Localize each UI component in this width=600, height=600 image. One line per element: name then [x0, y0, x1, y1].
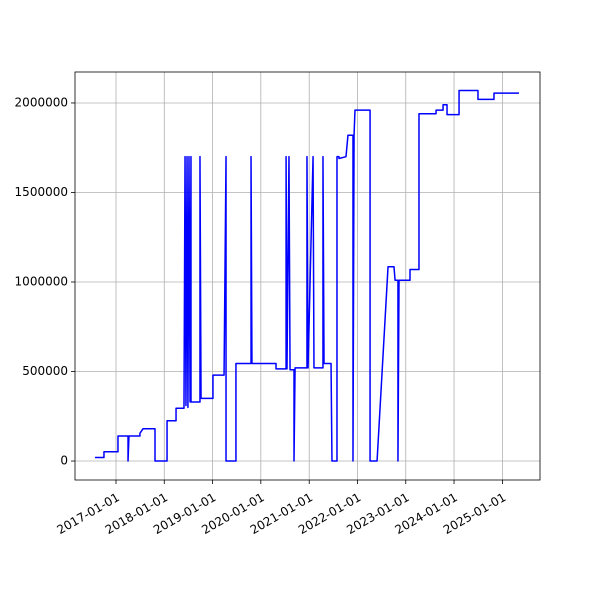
y-tick-label: 0 [60, 454, 68, 468]
y-tick-label: 1000000 [15, 274, 68, 288]
y-tick-label: 500000 [22, 364, 68, 378]
data-line [94, 89, 519, 462]
plot-frame [74, 71, 541, 481]
y-tick-label: 1500000 [15, 185, 68, 199]
y-tick-label: 2000000 [15, 95, 68, 109]
